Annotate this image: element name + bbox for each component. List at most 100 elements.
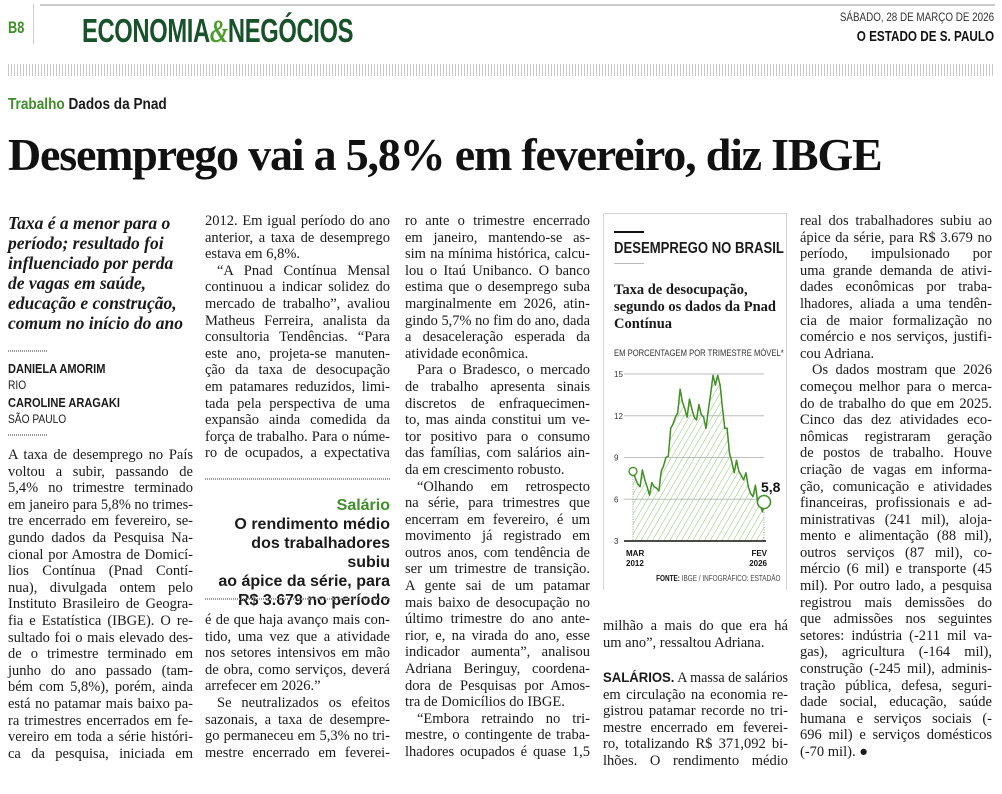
- text-line: A gente sai de um patamar: [405, 578, 590, 595]
- pullquote-divider: [205, 598, 390, 600]
- data-point: [738, 470, 740, 473]
- chart-unit: EM PORCENTAGEM POR TRIMESTRE MÓVEL*: [614, 348, 784, 358]
- text-line: “Olhando em retrospecto: [417, 478, 590, 495]
- data-point: [712, 374, 714, 376]
- text-line: força de trabalho. Para o núme-: [205, 428, 390, 445]
- chart-top-rule: [614, 231, 644, 233]
- text-line: encerram em fevereiro, é um: [405, 511, 590, 528]
- article-column-2: 2012. Em igual período do ano anterior, a…: [205, 213, 390, 462]
- pullquote-line: ao ápice da série, para: [218, 573, 390, 590]
- data-point: [735, 459, 738, 461]
- end-marker: [756, 494, 772, 510]
- text-line: gundo dados da Pesquisa Na-: [8, 529, 193, 546]
- text-line: cou Adriana.: [800, 345, 875, 362]
- byline-divider: [8, 434, 48, 436]
- text-line: lou o Itaú Unibanco. O banco: [405, 262, 590, 279]
- data-point: [700, 413, 702, 415]
- text-line: mercado de trabalho”, avaliou: [205, 295, 390, 312]
- text-line: Os dados mostram que 2026: [812, 362, 992, 379]
- text-line: milhão a mais do que era há: [603, 618, 788, 634]
- data-point: [677, 412, 679, 414]
- text-line: nos setores intensivos em mão: [205, 645, 390, 662]
- data-point: [698, 404, 700, 406]
- text-line: expansão ainda comedida da: [205, 412, 390, 429]
- y-tick-label: 9: [614, 454, 619, 463]
- author-place: SÃO PAULO: [8, 412, 67, 426]
- text-line: mestre encerrado em feverei-: [603, 719, 788, 736]
- text-line: gistrou patamar recorde no tri-: [603, 703, 788, 720]
- text-line: mércio (6 mil) e transporte (45: [800, 561, 992, 578]
- data-point: [726, 427, 728, 429]
- x-start-label: MAR: [626, 549, 644, 558]
- x-end-label: 2026: [749, 559, 767, 568]
- text-line: continuou a indicar solidez do: [205, 279, 390, 296]
- area-fill: [633, 375, 764, 541]
- x-start-label: 2012: [626, 559, 644, 568]
- data-point: [740, 474, 742, 477]
- author-name: DANIELA AMORIM: [8, 361, 106, 376]
- kicker-subtopic: Dados da Pnad: [68, 96, 167, 113]
- text-line: 2012. Em igual período do ano: [205, 213, 390, 229]
- data-point: [691, 408, 693, 410]
- data-point: [641, 469, 644, 471]
- edition-date: SÁBADO, 28 DE MARÇO DE 2026: [839, 10, 994, 24]
- article-column-4-cont: SALÁRIOS. A massa de salários em circulaç…: [603, 670, 788, 770]
- data-point: [750, 493, 752, 495]
- data-point: [653, 486, 655, 488]
- text-line: outros serviços (87 mil), co-: [800, 544, 992, 561]
- data-point: [662, 465, 665, 467]
- text-line: “Embora retraindo no tri-: [417, 710, 590, 727]
- deck-line: influenciado por perda: [8, 253, 174, 273]
- data-point: [674, 416, 676, 418]
- text-line: construção (-245 mil), adminis-: [800, 661, 992, 678]
- y-tick-label: 15: [614, 370, 623, 379]
- data-point: [646, 486, 648, 488]
- data-point: [648, 494, 651, 496]
- text-line: de obra, como serviços, deverá: [205, 661, 390, 678]
- text-line: atividade econômica.: [405, 345, 529, 362]
- data-point: [707, 409, 709, 411]
- pullquote-line: dos trabalhadores subiu: [251, 535, 390, 571]
- author-place: RIO: [8, 378, 27, 392]
- end-value-label: 5,8: [761, 479, 781, 495]
- text-line: ro de ocupados, a expectativa: [205, 445, 390, 462]
- text-line: voltou a subir, passando de: [8, 463, 193, 480]
- data-point: [710, 392, 712, 395]
- text-line: anterior, a taxa de desemprego: [205, 229, 390, 246]
- text-line: ção, comunicação e atividades: [800, 478, 992, 495]
- source-text: IBGE / INFOGRÁFICO: ESTADÃO: [681, 574, 780, 583]
- article-column-2-cont: é de que haja avanço mais con-tido, uma …: [205, 612, 390, 761]
- text-line: ca da pesquisa, iniciada em: [8, 745, 193, 762]
- text-line: comércio e nos serviços, justifi-: [800, 329, 992, 346]
- text-line: lhões. O rendimento médio: [603, 752, 788, 769]
- text-line: Matheus Ferreira, analista da: [205, 312, 390, 329]
- article-column-1: A taxa de desemprego no País voltou a sub…: [8, 447, 193, 762]
- text-line: estima que o desemprego suba: [405, 279, 590, 296]
- text-line: gindo 5,7% no fim do ano, dada: [405, 312, 590, 329]
- deck: Taxa é a menor para o período; resultado …: [8, 213, 193, 333]
- text-line: tido, uma vez que a atividade: [205, 628, 390, 645]
- y-tick-label: 12: [614, 412, 623, 421]
- chart-kicker: DESEMPREGO NO BRASIL: [614, 240, 784, 257]
- text-line: “A Pnad Contínua Mensal: [217, 262, 390, 279]
- text-line: em patamares reduzidos, limi-: [205, 378, 390, 395]
- text-line: em janeiro para 5,8% no trimes-: [8, 496, 193, 513]
- text-line: 5,4% no trimestre terminado: [8, 480, 193, 497]
- chart-title: Taxa de desocupação, segundo os dados da…: [614, 282, 776, 332]
- text-line: que admissões nos seguintes: [800, 611, 992, 628]
- top-rule: [40, 4, 995, 6]
- text-line: nua), divulgada ontem pelo: [8, 579, 193, 596]
- text-line: a desaceleração esperada da: [405, 329, 590, 346]
- deck-line: educação e construção,: [8, 293, 177, 313]
- y-tick-label: 3: [614, 537, 619, 546]
- article-column-5: real dos trabalhadores subiu ao ápice da …: [800, 213, 992, 761]
- text-line: fia e Estatística (IBGE). O re-: [8, 612, 193, 629]
- text-line: 696 mil) e serviços domésticos: [800, 727, 992, 744]
- text-line: tada pela perspectiva de uma: [205, 395, 390, 412]
- text-line: de trabalho apresenta sinais: [405, 378, 590, 395]
- text-line: último trimestre do ano ante-: [405, 611, 590, 628]
- paragraph-lead: SALÁRIOS.: [603, 670, 675, 685]
- text-line: Se neutralizados os efeitos: [217, 694, 390, 711]
- data-point: [761, 511, 764, 513]
- x-end-label: FEV: [751, 549, 767, 558]
